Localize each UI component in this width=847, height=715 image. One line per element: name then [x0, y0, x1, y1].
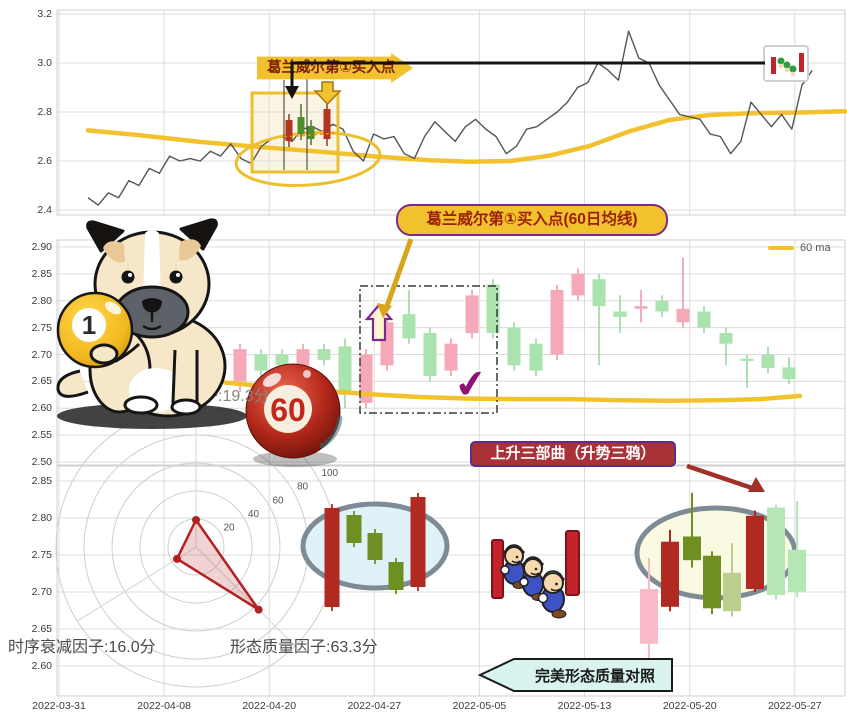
callout-arrow [377, 238, 414, 318]
ytick-label: 2.65 [31, 623, 52, 635]
xtick-label: 2022-04-20 [242, 700, 297, 712]
svg-text:40: 40 [248, 509, 260, 520]
rising-three-label: 上升三部曲（升势三鸦） [470, 441, 676, 467]
xtick-label: 2022-04-08 [137, 700, 191, 712]
xtick-label: 2022-03-31 [32, 700, 86, 712]
ytick-label: 2.50 [31, 456, 52, 468]
dog-illustration [56, 218, 247, 429]
ytick-label: 2.55 [31, 429, 52, 442]
ma-line-swatch-icon [768, 245, 794, 251]
pattern-thumbnail [763, 45, 809, 82]
ball-1-number: 1 [82, 310, 96, 340]
legend-60ma: 60 ma [768, 242, 831, 254]
ytick-label: 2.60 [31, 660, 52, 672]
granville-buy-banner: 葛兰威尔第①买入点 [257, 53, 413, 83]
check-icon: ✔ [452, 361, 490, 409]
ytick-label: 3.0 [37, 57, 52, 69]
svg-text:60: 60 [272, 495, 284, 506]
granville-buy-callout: 葛兰威尔第①买入点(60日均线) [396, 204, 668, 236]
svg-text:100: 100 [321, 468, 338, 479]
rising-three-arrow [686, 463, 765, 492]
ytick-label: 2.8 [37, 106, 52, 118]
ytick-label: 2.6 [37, 155, 52, 167]
ytick-label: 2.80 [31, 512, 52, 524]
ytick-label: 2.85 [31, 267, 52, 280]
factor-time-decay-label: 时序衰减因子:16.0分 [8, 638, 156, 656]
factor-quality-label: 形态质量因子:63.3分 [230, 638, 378, 656]
perfect-compare-label: 完美形态质量对照 [535, 667, 655, 685]
xtick-label: 2022-05-20 [662, 700, 717, 712]
highlight-ellipse [234, 131, 382, 187]
ytick-label: 2.60 [31, 402, 52, 415]
svg-text:80: 80 [297, 482, 309, 493]
ball-60-number: 60 [270, 392, 306, 428]
ma-legend-label: 60 ma [800, 242, 831, 254]
ytick-label: 2.85 [31, 475, 52, 487]
luigi-trio-illustration [491, 530, 580, 619]
xtick-label: 2022-05-27 [767, 700, 822, 712]
xtick-label: 2022-05-13 [557, 700, 612, 712]
ytick-label: 2.4 [37, 204, 52, 216]
ytick-label: 2.65 [31, 375, 52, 388]
ytick-label: 2.70 [31, 348, 52, 361]
svg-text:20: 20 [223, 522, 235, 533]
xtick-label: 2022-05-05 [452, 700, 507, 712]
ytick-label: 2.80 [31, 294, 52, 307]
pattern-dashdot-rect [359, 285, 498, 414]
ytick-label: 2.90 [31, 241, 52, 253]
xtick-label: 2022-04-27 [347, 700, 402, 712]
mini-candles [283, 101, 339, 147]
billiard-ball-1: 1 [56, 291, 134, 369]
radar-chart: 20 40 60 80 100 [55, 406, 339, 688]
ytick-label: 2.75 [31, 321, 52, 334]
perfect-compare-callout: 完美形态质量对照 [477, 658, 673, 692]
ytick-label: 3.2 [37, 8, 52, 20]
ytick-label: 2.70 [31, 586, 52, 598]
billiard-ball-60: 60 [245, 363, 343, 467]
ytick-label: 2.75 [31, 549, 52, 561]
